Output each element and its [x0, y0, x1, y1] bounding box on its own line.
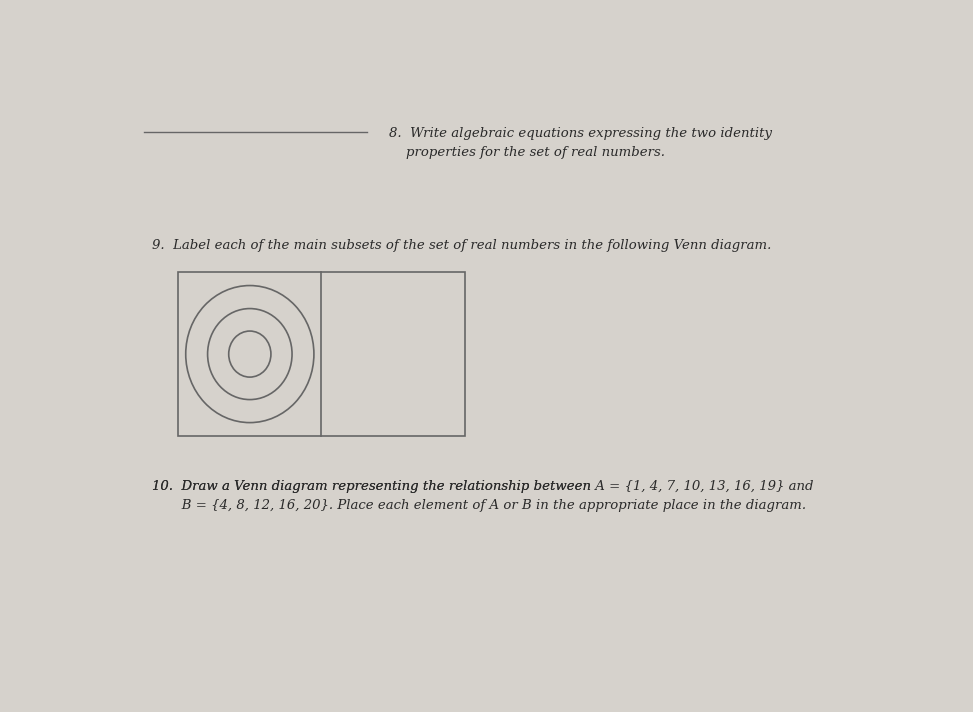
Text: 10.  Draw a Venn diagram representing the relationship between: 10. Draw a Venn diagram representing the… [152, 480, 595, 493]
Text: 8.  Write algebraic equations expressing the two identity
    properties for the: 8. Write algebraic equations expressing … [389, 127, 773, 159]
Text: 9.  Label each of the main subsets of the set of real numbers in the following V: 9. Label each of the main subsets of the… [152, 239, 772, 252]
Text: 10.  Draw a Venn diagram representing the relationship between A = {1, 4, 7, 10,: 10. Draw a Venn diagram representing the… [152, 480, 813, 512]
Bar [178, 272, 465, 436]
